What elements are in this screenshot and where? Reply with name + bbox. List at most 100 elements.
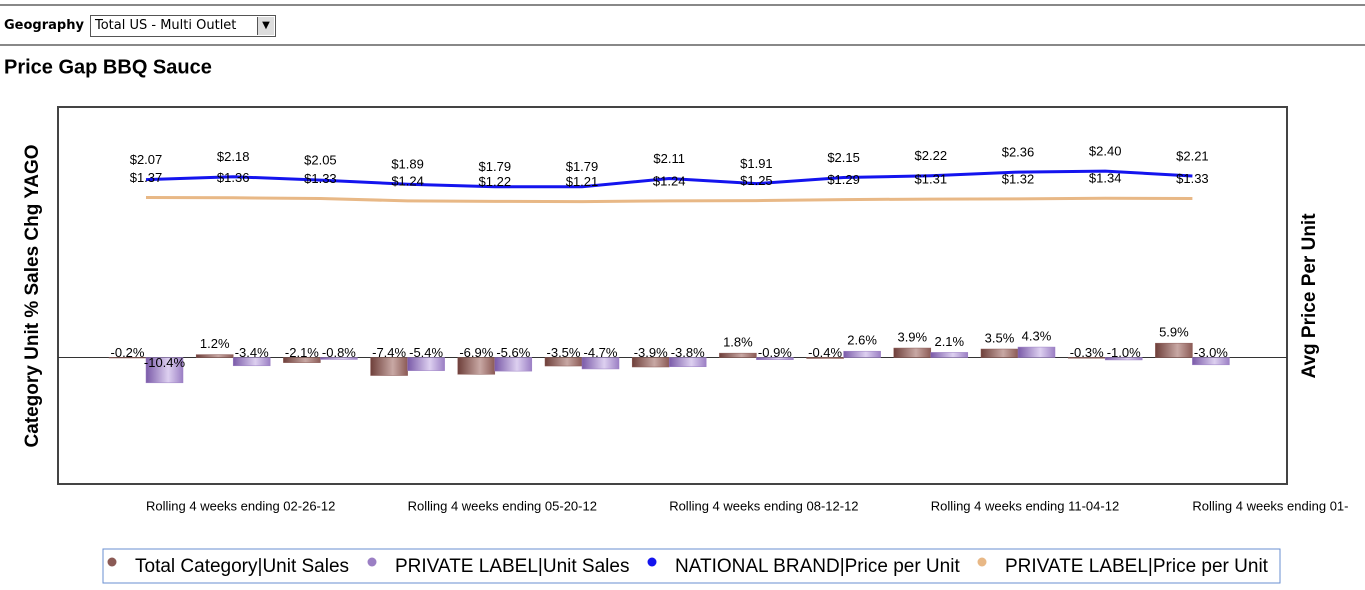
legend-label: Total Category|Unit Sales [135,556,349,577]
data-label: $2.18 [217,149,250,164]
y2-axis-title: Avg Price Per Unit [1299,213,1320,379]
data-label: $1.24 [391,173,424,188]
bar [893,347,932,358]
data-label: -0.9% [758,345,792,360]
dropdown-button[interactable]: ▼ [257,17,274,35]
legend-frame [102,548,1281,584]
data-label: $1.32 [1002,171,1035,186]
data-label: $1.21 [566,174,599,189]
data-label: $2.40 [1089,144,1122,159]
data-label: $1.34 [1089,171,1122,186]
data-label: $1.31 [915,172,948,187]
toolbar: Geography Total US - Multi Outlet ▼ [0,4,1365,46]
data-label: 5.9% [1159,325,1189,340]
data-label: 4.3% [1022,329,1052,344]
legend-swatch [977,557,987,567]
data-label: -3.0% [1194,345,1228,360]
bar [806,357,844,359]
bar [1104,357,1143,361]
data-label: $1.89 [391,157,424,172]
data-label: 3.9% [897,329,927,344]
bar [930,352,969,358]
y-axis-title: Category Unit % Sales Chg YAGO [22,144,43,447]
x-tick-label: Rolling 4 weeks ending 02-26-12 [146,498,335,513]
legend-swatch [107,557,117,567]
data-label: $1.36 [217,170,250,185]
bar [719,352,757,358]
bar [320,357,358,360]
data-label: $1.91 [740,156,773,171]
data-label: -3.9% [634,345,668,360]
data-label: $1.22 [479,174,512,189]
bar [1017,346,1056,358]
legend-swatch [367,557,377,567]
geography-select[interactable]: Total US - Multi Outlet ▼ [90,15,276,37]
data-label: -5.6% [496,345,530,360]
x-tick-label: Rolling 4 weeks ending 05-20-12 [408,498,597,513]
data-label: $2.05 [304,153,337,168]
bar [457,357,496,375]
data-label: -3.4% [235,345,269,360]
data-label: $2.36 [1002,145,1035,160]
data-label: $1.79 [566,159,599,174]
data-label: $1.29 [827,172,860,187]
data-label: -3.5% [547,345,581,360]
x-tick-label: Rolling 4 weeks ending 01- [1192,498,1348,513]
data-label: 1.8% [723,335,753,350]
chart-title: Price Gap BBQ Sauce [4,56,212,78]
bar [370,357,408,376]
data-label: -10.4% [144,355,186,370]
data-label: $1.33 [304,171,337,186]
legend-label: PRIVATE LABEL|Price per Unit [1005,556,1269,577]
data-label: $1.25 [740,173,773,188]
data-label: -0.4% [808,345,842,360]
data-label: $2.15 [827,150,860,165]
legend-label: PRIVATE LABEL|Unit Sales [395,556,629,577]
data-label: -5.4% [409,345,443,360]
bar [843,350,881,358]
data-label: -0.3% [1070,345,1104,360]
plot-frame [57,106,1288,485]
bar [980,348,1019,358]
data-label: -3.8% [671,345,705,360]
data-label: $2.11 [653,151,685,166]
data-label: $1.79 [479,159,512,174]
x-tick-label: Rolling 4 weeks ending 11-04-12 [931,498,1119,513]
data-label: -0.8% [322,345,356,360]
data-label: -6.9% [459,345,493,360]
bar [494,357,533,372]
data-label: $1.33 [1176,171,1209,186]
data-label: $2.07 [130,152,163,167]
bar [1155,342,1193,358]
bar [668,357,707,368]
line [145,169,1193,189]
bar [232,357,271,367]
x-tick-label: Rolling 4 weeks ending 08-12-12 [669,498,858,513]
bar [1192,357,1230,366]
data-label: $2.22 [915,148,948,163]
data-label: -2.1% [285,345,319,360]
legend-label: NATIONAL BRAND|Price per Unit [675,556,960,577]
bar [756,357,794,360]
data-label: 1.2% [200,336,230,351]
bar [195,354,234,358]
data-label: 2.6% [847,333,877,348]
bar [145,357,184,384]
data-label: $1.24 [653,173,686,188]
bar [283,357,321,363]
legend-swatch [647,557,657,567]
bar [581,357,620,370]
data-label: -1.0% [1107,345,1141,360]
bar [407,357,445,371]
data-label: -7.4% [372,345,406,360]
data-label: $1.37 [130,170,163,185]
data-label: -0.2% [111,345,145,360]
select-value: Total US - Multi Outlet [95,18,237,33]
data-label: $2.21 [1176,148,1209,163]
data-label: 2.1% [934,334,964,349]
line [145,196,1193,204]
data-label: 3.5% [985,330,1015,345]
filter-label: Geography [4,18,84,33]
